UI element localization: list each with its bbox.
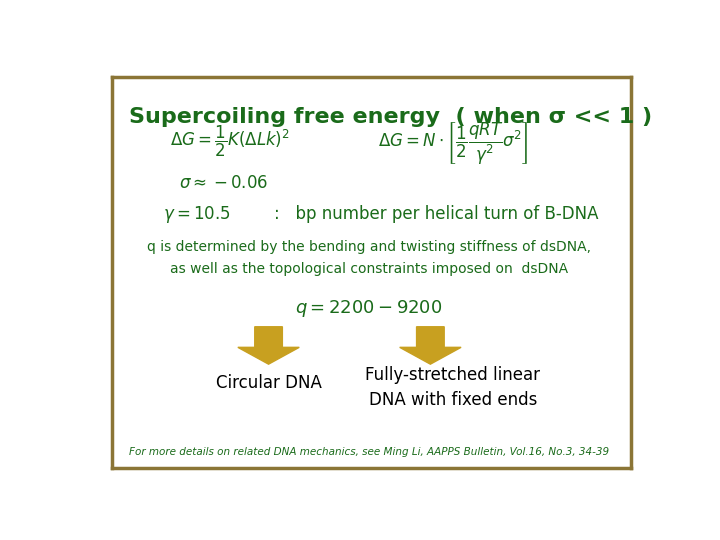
Text: $q  =  2200  -  9200$: $q = 2200 - 9200$ (295, 298, 443, 319)
Text: For more details on related DNA mechanics, see Ming Li, AAPPS Bulletin, Vol.16, : For more details on related DNA mechanic… (129, 447, 609, 457)
Text: $\gamma = 10.5$: $\gamma = 10.5$ (163, 204, 230, 225)
Text: Supercoiling free energy  ( when σ << 1 ): Supercoiling free energy ( when σ << 1 ) (129, 107, 652, 127)
Text: q is determined by the bending and twisting stiffness of dsDNA,
as well as the t: q is determined by the bending and twist… (147, 240, 591, 276)
Polygon shape (238, 327, 300, 364)
Text: Fully-stretched linear
DNA with fixed ends: Fully-stretched linear DNA with fixed en… (365, 366, 540, 409)
Text: Circular DNA: Circular DNA (215, 374, 322, 392)
Polygon shape (400, 327, 461, 364)
Text: $\Delta G = N \cdot \left[\dfrac{1}{2}\dfrac{qRT}{\gamma^2}\sigma^2\right]$: $\Delta G = N \cdot \left[\dfrac{1}{2}\d… (377, 120, 528, 167)
Text: $\sigma \approx -0.06$: $\sigma \approx -0.06$ (179, 174, 269, 192)
Text: $\Delta G = \dfrac{1}{2}K(\Delta Lk)^2$: $\Delta G = \dfrac{1}{2}K(\Delta Lk)^2$ (169, 124, 289, 159)
Text: :   bp number per helical turn of B-DNA: : bp number per helical turn of B-DNA (274, 206, 598, 224)
